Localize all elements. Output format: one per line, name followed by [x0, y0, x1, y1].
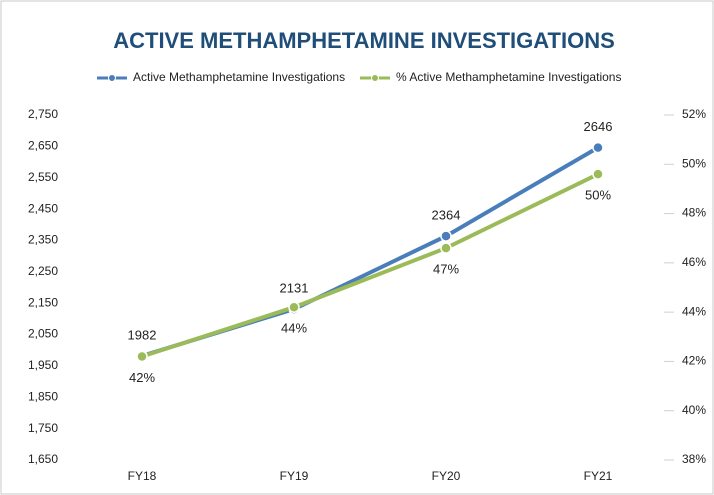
point [440, 230, 452, 242]
x-tick-label: FY21 [584, 469, 613, 483]
legend-label: % Active Methamphetamine Investigations [396, 70, 621, 84]
y-tick-label: 2,250 [28, 264, 58, 278]
series-line [141, 172, 599, 359]
legend-marker [108, 74, 116, 82]
data-label: 2131 [280, 281, 309, 296]
y-tick-label: 2,150 [28, 295, 58, 309]
y2-tick-label: 40% [682, 403, 706, 417]
y-tick-label: 2,050 [28, 327, 58, 341]
data-label: 2646 [584, 119, 613, 134]
x-tick-label: FY19 [280, 469, 309, 483]
y-tick-label: 1,850 [28, 389, 58, 403]
y2-tick-label: 38% [682, 452, 706, 466]
y-tick-label: 2,650 [28, 139, 58, 153]
legend-marker [371, 74, 379, 82]
x-tick-label: FY20 [432, 469, 461, 483]
data-label: 44% [281, 321, 307, 336]
point [592, 168, 604, 180]
data-label: 42% [129, 370, 155, 385]
point [592, 141, 604, 154]
y2-tick-label: 52% [682, 107, 706, 121]
chart-title: ACTIVE METHAMPHETAMINE INVESTIGATIONS [113, 28, 615, 53]
point [136, 350, 148, 363]
y2-tick-label: 48% [682, 206, 706, 220]
y2-tick-label: 44% [682, 304, 706, 318]
y-tick-label: 1,750 [28, 421, 58, 435]
point [440, 242, 452, 254]
y-tick-label: 2,550 [28, 170, 58, 184]
point [288, 301, 300, 313]
data-label: 2364 [432, 208, 461, 223]
y-tick-label: 1,950 [28, 358, 58, 372]
x-tick-label: FY18 [128, 469, 157, 483]
data-label: 50% [585, 188, 611, 203]
y2-tick-label: 50% [682, 156, 706, 170]
y2-tick-label: 46% [682, 255, 706, 269]
data-label: 47% [433, 262, 459, 277]
y-tick-label: 2,450 [28, 201, 58, 215]
y-tick-label: 2,350 [28, 233, 58, 247]
data-label: 1982 [128, 327, 157, 342]
y-tick-label: 1,650 [28, 452, 58, 466]
y2-tick-label: 42% [682, 354, 706, 368]
y-tick-label: 2,750 [28, 107, 58, 121]
legend-label: Active Methamphetamine Investigations [133, 70, 345, 84]
